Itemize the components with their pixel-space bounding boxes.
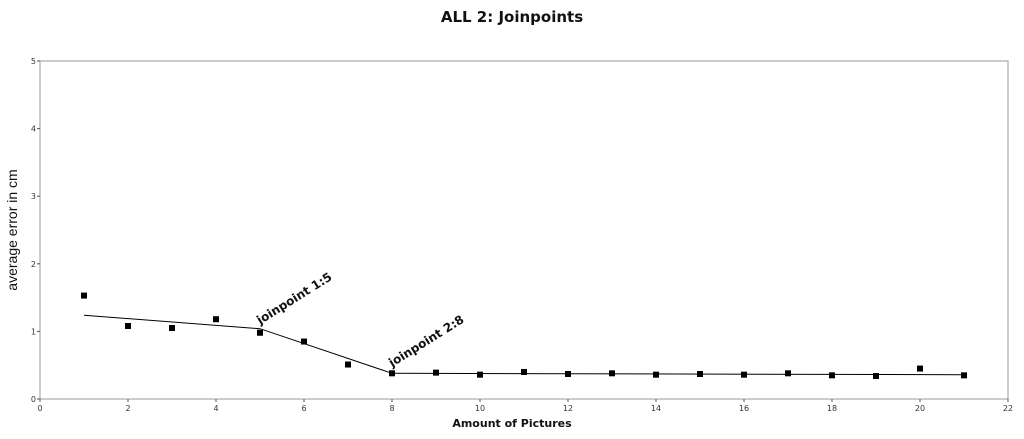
data-point	[785, 370, 791, 377]
plot-area	[39, 60, 1009, 400]
data-point	[389, 370, 395, 377]
data-point	[565, 370, 571, 377]
data-point	[917, 365, 923, 372]
x-tick-label: 0	[37, 404, 42, 413]
data-point	[301, 338, 307, 345]
x-tick-label: 16	[739, 404, 749, 413]
data-point	[521, 368, 527, 375]
data-point	[829, 372, 835, 379]
data-point	[609, 370, 615, 377]
data-point	[345, 361, 351, 368]
data-point	[873, 373, 879, 380]
data-point	[257, 329, 263, 336]
x-tick-label: 18	[827, 404, 837, 413]
y-tick-label: 4	[31, 125, 36, 134]
data-point	[433, 369, 439, 376]
data-point	[477, 371, 483, 378]
x-tick-label: 4	[213, 404, 218, 413]
x-tick-label: 14	[651, 404, 661, 413]
x-tick-label: 2	[125, 404, 130, 413]
y-axis: 0 1 2 3 4 5	[31, 57, 40, 404]
x-axis: 0 2 4 6 8 10 12 14 16 18 20 22	[37, 399, 1013, 413]
plot-frame	[39, 60, 1009, 400]
y-tick-label: 2	[31, 260, 36, 269]
data-point	[961, 372, 967, 379]
fit-line-group	[83, 314, 965, 376]
joinpoint-annotation: joinpoint 2:8	[385, 312, 466, 370]
annotations: joinpoint 1:5 joinpoint 2:8	[253, 270, 466, 371]
data-point	[697, 370, 703, 377]
joinpoint-fit-line	[83, 314, 965, 376]
joinpoint-annotation: joinpoint 1:5	[253, 270, 334, 328]
scatter-points	[81, 292, 967, 380]
x-tick-label: 6	[301, 404, 306, 413]
y-tick-label: 3	[31, 192, 36, 201]
x-tick-label: 20	[915, 404, 925, 413]
x-tick-label: 8	[389, 404, 394, 413]
y-tick-label: 5	[31, 57, 36, 66]
data-point	[213, 316, 219, 323]
y-tick-label: 0	[31, 395, 36, 404]
x-tick-label: 22	[1003, 404, 1013, 413]
data-point	[741, 371, 747, 378]
data-point	[653, 371, 659, 378]
x-axis-label: Amount of Pictures	[452, 417, 572, 430]
x-tick-label: 12	[563, 404, 573, 413]
data-point	[169, 325, 175, 332]
data-point	[81, 292, 87, 299]
data-point	[125, 322, 131, 329]
y-axis-label: average error in cm	[4, 169, 20, 290]
chart-title: ALL 2: Joinpoints	[440, 8, 584, 26]
y-tick-label: 1	[31, 327, 36, 336]
x-tick-label: 10	[475, 404, 485, 413]
